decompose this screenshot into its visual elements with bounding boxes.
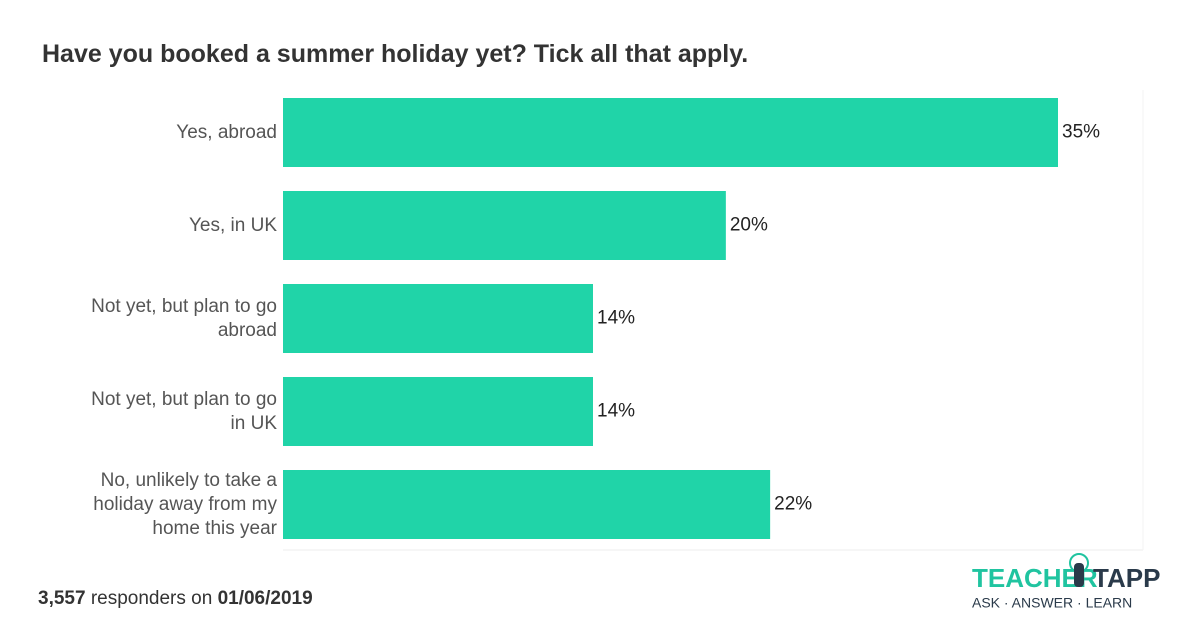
- category-label: Not yet, but plan to go abroad: [91, 295, 277, 341]
- value-label: 35%: [1062, 122, 1100, 143]
- footer-date: 01/06/2019: [217, 588, 313, 609]
- bar: [283, 191, 726, 260]
- chart-title: Have you booked a summer holiday yet? Ti…: [42, 40, 749, 68]
- logo-icon: [1074, 563, 1084, 587]
- logo: TEACHER TAPP ASK · ANSWER · LEARN: [972, 553, 1160, 611]
- responder-count: 3,557: [38, 588, 86, 609]
- value-label: 22%: [774, 494, 812, 515]
- category-label: Yes, in UK: [188, 214, 277, 236]
- category-label: Not yet, but plan to go in UK: [91, 388, 277, 434]
- value-label: 14%: [597, 401, 635, 422]
- bar: [283, 377, 593, 446]
- logo-tagline: ASK · ANSWER · LEARN: [972, 595, 1132, 611]
- logo-right: TAPP: [1093, 563, 1160, 593]
- footer-text: responders on: [90, 588, 213, 609]
- bar: [283, 98, 1058, 167]
- value-label: 20%: [730, 215, 768, 236]
- bar: [283, 284, 593, 353]
- category-label: No, unlikely to take a holiday away from…: [93, 469, 277, 539]
- bar: [283, 470, 771, 539]
- footer: 3,557 responders on 01/06/2019: [38, 588, 313, 610]
- category-label: Yes, abroad: [176, 121, 277, 143]
- value-label: 14%: [597, 308, 635, 329]
